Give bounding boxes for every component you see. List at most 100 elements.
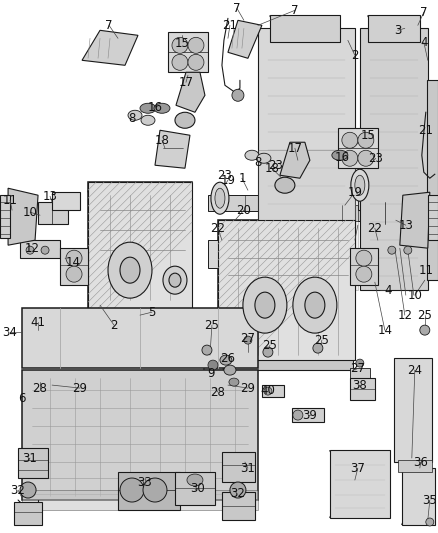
Text: 1: 1 xyxy=(238,172,246,185)
Bar xyxy=(350,368,370,378)
Text: 33: 33 xyxy=(138,475,152,489)
Ellipse shape xyxy=(313,343,323,353)
Ellipse shape xyxy=(245,150,259,160)
Polygon shape xyxy=(402,468,435,525)
Bar xyxy=(292,408,324,422)
Text: 38: 38 xyxy=(353,378,367,392)
Text: 2: 2 xyxy=(110,319,118,332)
Ellipse shape xyxy=(26,246,34,254)
Ellipse shape xyxy=(243,277,287,333)
Text: 27: 27 xyxy=(240,332,255,345)
Bar xyxy=(218,220,355,360)
Text: 18: 18 xyxy=(155,134,170,147)
Text: 36: 36 xyxy=(413,456,428,469)
Polygon shape xyxy=(176,72,205,112)
Bar xyxy=(95,385,143,465)
Text: 7: 7 xyxy=(420,6,427,19)
Polygon shape xyxy=(338,128,378,168)
Ellipse shape xyxy=(202,345,212,355)
Text: 4: 4 xyxy=(384,284,392,297)
Bar xyxy=(350,378,375,400)
Text: 5: 5 xyxy=(148,305,155,319)
Text: 19: 19 xyxy=(220,174,236,187)
Ellipse shape xyxy=(187,474,203,486)
Text: 24: 24 xyxy=(407,364,422,377)
Ellipse shape xyxy=(342,132,358,148)
Text: 37: 37 xyxy=(350,462,365,474)
Polygon shape xyxy=(14,502,42,525)
Text: 21: 21 xyxy=(418,124,433,137)
Polygon shape xyxy=(428,195,438,240)
Ellipse shape xyxy=(358,132,374,148)
Ellipse shape xyxy=(230,482,246,498)
Text: 19: 19 xyxy=(347,185,362,199)
Bar xyxy=(210,385,222,403)
Ellipse shape xyxy=(172,54,188,70)
Text: 23: 23 xyxy=(218,169,233,182)
Polygon shape xyxy=(22,308,258,368)
Polygon shape xyxy=(394,358,432,462)
Bar xyxy=(38,202,68,224)
Text: 6: 6 xyxy=(18,392,26,405)
Bar xyxy=(378,240,418,258)
Text: 22: 22 xyxy=(210,222,226,235)
Ellipse shape xyxy=(244,336,252,344)
Polygon shape xyxy=(118,472,180,510)
Text: 22: 22 xyxy=(367,222,382,235)
Ellipse shape xyxy=(388,246,396,254)
Ellipse shape xyxy=(108,242,152,298)
Text: 21: 21 xyxy=(223,19,237,32)
Ellipse shape xyxy=(275,177,295,193)
Text: 25: 25 xyxy=(314,334,329,346)
Ellipse shape xyxy=(305,292,325,318)
Ellipse shape xyxy=(355,175,365,195)
Polygon shape xyxy=(60,248,88,285)
Text: 12: 12 xyxy=(25,241,39,255)
Ellipse shape xyxy=(120,257,140,283)
Ellipse shape xyxy=(420,325,430,335)
Bar xyxy=(220,228,250,240)
Polygon shape xyxy=(204,360,225,390)
Bar xyxy=(238,345,258,355)
Text: 2: 2 xyxy=(351,49,359,62)
Ellipse shape xyxy=(332,150,348,160)
Text: 11: 11 xyxy=(418,264,433,277)
Text: 25: 25 xyxy=(205,319,219,332)
Ellipse shape xyxy=(255,292,275,318)
Text: 20: 20 xyxy=(237,204,251,217)
Polygon shape xyxy=(222,492,255,520)
Polygon shape xyxy=(222,452,255,482)
Text: 4: 4 xyxy=(420,36,427,49)
Ellipse shape xyxy=(293,277,337,333)
Polygon shape xyxy=(8,188,38,245)
Ellipse shape xyxy=(356,250,372,266)
Text: 31: 31 xyxy=(23,451,38,465)
Polygon shape xyxy=(330,450,390,518)
Ellipse shape xyxy=(20,482,36,498)
Ellipse shape xyxy=(66,250,82,266)
Text: 17: 17 xyxy=(178,76,194,89)
Text: 27: 27 xyxy=(350,361,365,375)
Text: 34: 34 xyxy=(3,326,18,338)
Ellipse shape xyxy=(342,150,358,166)
Polygon shape xyxy=(368,15,420,42)
Text: 16: 16 xyxy=(334,151,350,164)
Text: 14: 14 xyxy=(377,324,392,337)
Ellipse shape xyxy=(257,154,271,163)
Text: 11: 11 xyxy=(3,193,18,207)
Ellipse shape xyxy=(351,169,369,201)
Polygon shape xyxy=(88,182,192,360)
Text: 23: 23 xyxy=(268,159,283,172)
Text: 7: 7 xyxy=(105,19,113,32)
Text: 29: 29 xyxy=(73,382,88,394)
Ellipse shape xyxy=(224,365,236,375)
Text: 12: 12 xyxy=(397,309,412,321)
Bar xyxy=(208,195,263,211)
Bar xyxy=(225,385,237,393)
Ellipse shape xyxy=(140,103,156,114)
Ellipse shape xyxy=(263,347,273,357)
Polygon shape xyxy=(258,150,358,290)
Ellipse shape xyxy=(293,410,303,420)
Ellipse shape xyxy=(175,112,195,128)
Ellipse shape xyxy=(143,478,167,502)
